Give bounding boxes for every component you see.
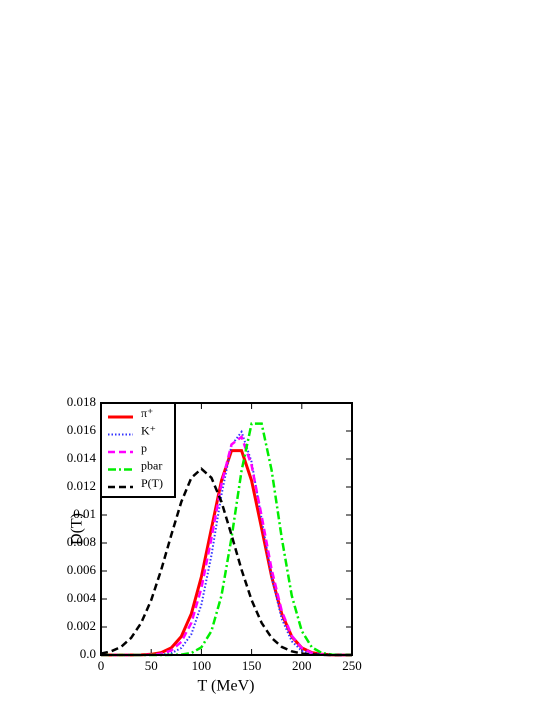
- y-tick-label: 0.014: [67, 450, 97, 465]
- legend-label: π⁺: [141, 406, 153, 420]
- series-line: [101, 422, 353, 657]
- y-tick-label: 0.004: [67, 590, 97, 605]
- x-axis-label: T (MeV): [197, 678, 254, 695]
- x-tick-label: 50: [145, 658, 158, 673]
- y-tick-label: 0.008: [67, 534, 96, 549]
- y-tick-label: 0.002: [67, 618, 96, 633]
- x-tick-label: 0: [98, 658, 105, 673]
- legend-label: pbar: [141, 458, 162, 472]
- series-line: [100, 467, 352, 657]
- y-tick-label: 0.01: [73, 506, 96, 521]
- series-line: [101, 434, 352, 657]
- y-tick-label: 0.0: [80, 646, 96, 661]
- x-tick-label: 200: [292, 658, 312, 673]
- x-tick-label: 100: [192, 658, 212, 673]
- legend-label: P(T): [141, 476, 163, 490]
- x-tick-label: 150: [242, 658, 262, 673]
- legend-label: p: [141, 441, 147, 455]
- y-tick-label: 0.018: [67, 394, 96, 409]
- y-tick-label: 0.016: [67, 422, 97, 437]
- y-tick-label: 0.012: [67, 478, 96, 493]
- legend-label: K⁺: [141, 423, 156, 437]
- legend-box: [100, 402, 176, 498]
- plot-frame: [100, 402, 353, 656]
- x-tick-label: 250: [342, 658, 362, 673]
- series-line: [101, 429, 352, 656]
- y-axis-label: D(T): [69, 513, 86, 545]
- y-tick-label: 0.006: [67, 562, 97, 577]
